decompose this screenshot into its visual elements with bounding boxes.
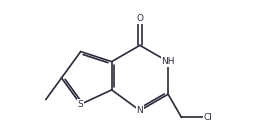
Text: O: O: [136, 14, 144, 23]
Text: N: N: [136, 106, 143, 115]
Text: Cl: Cl: [204, 113, 213, 122]
Text: S: S: [78, 100, 84, 109]
Text: NH: NH: [161, 57, 175, 66]
